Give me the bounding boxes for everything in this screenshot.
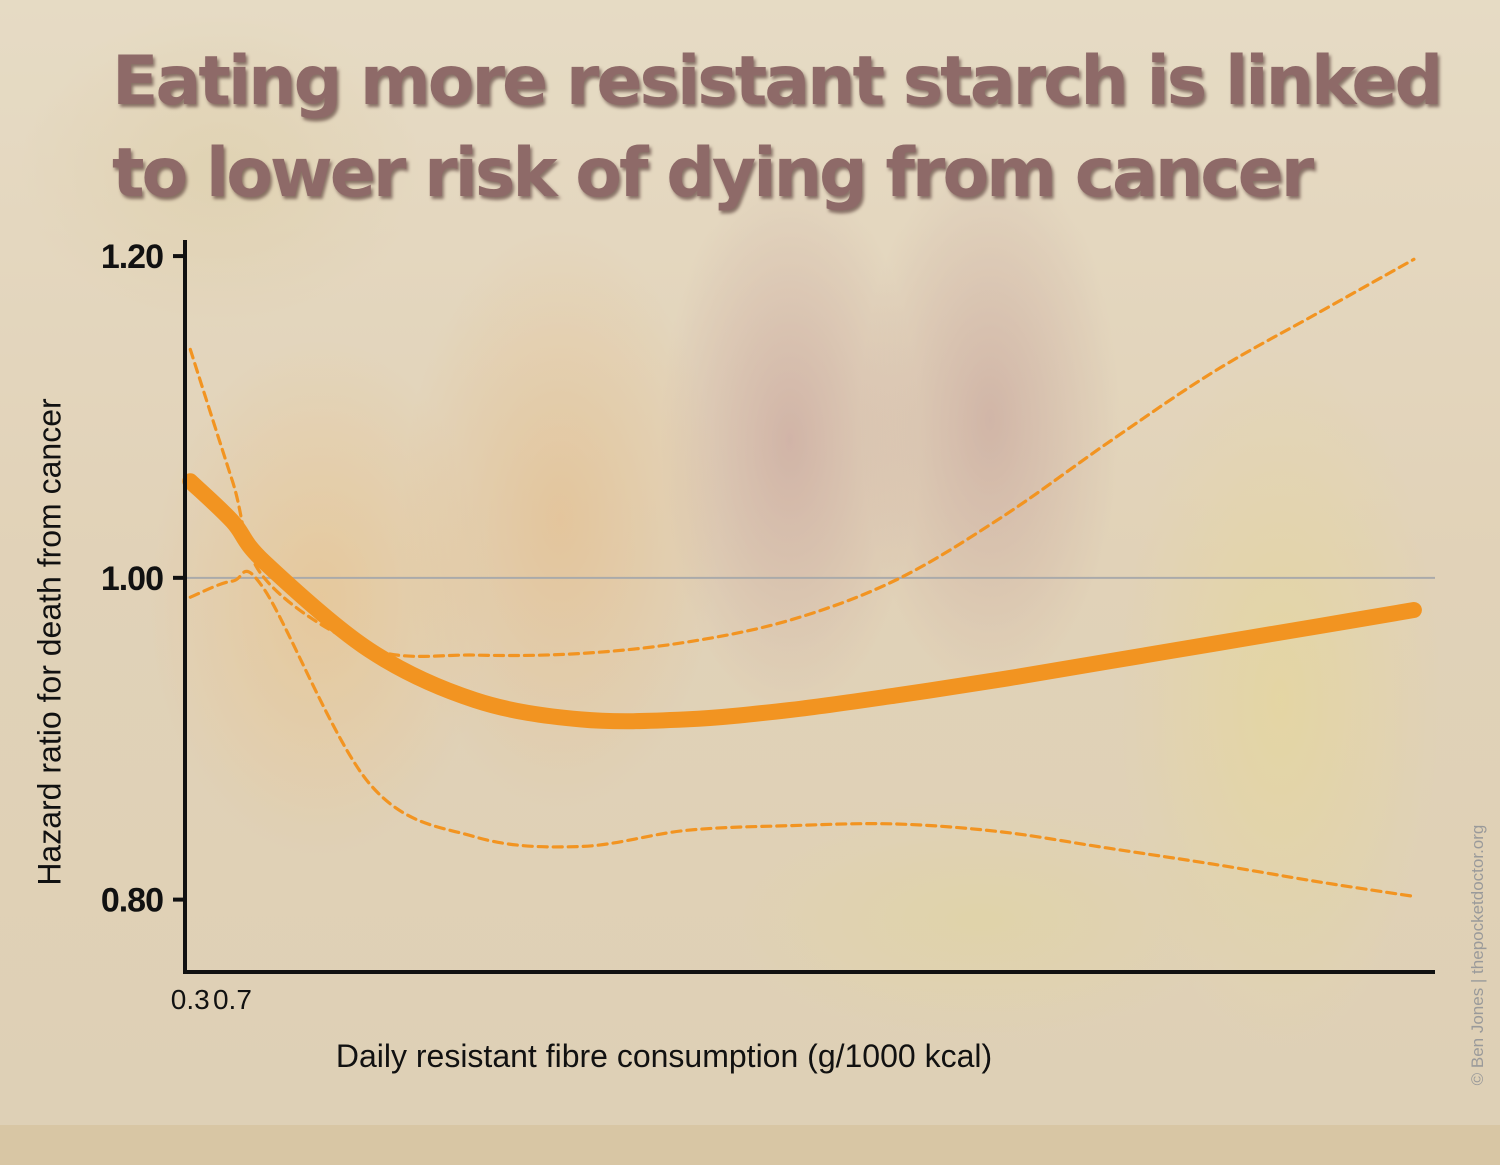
chart-plot: 0.80 1.00 1.20 0.3 0.7 <box>101 238 1435 1015</box>
chart-title-line-1: Eating more resistant starch is linked <box>112 42 1443 121</box>
chart-title-line-2: to lower risk of dying from cancer <box>112 134 1314 213</box>
y-tick-label: 1.20 <box>101 238 163 276</box>
y-axis-label: Hazard ratio for death from cancer <box>31 398 68 886</box>
y-tick-label: 1.00 <box>101 560 163 598</box>
credit-text: © Ben Jones | thepocketdoctor.org <box>1468 824 1487 1086</box>
chart-title: Eating more resistant starch is linked t… <box>112 36 1452 220</box>
hazard-ratio-line <box>182 473 1422 730</box>
y-tick-label: 0.80 <box>101 882 163 920</box>
x-tick-label: 0.3 <box>171 984 210 1015</box>
upper-ci-line <box>188 257 1416 658</box>
x-axis-ticks: 0.3 0.7 <box>171 984 252 1015</box>
series-layer <box>182 257 1422 898</box>
background-veil <box>0 0 1500 1125</box>
lower-ci-line <box>188 569 1416 898</box>
x-tick-label: 0.7 <box>213 984 252 1015</box>
background-photo <box>0 0 1500 1125</box>
y-axis-ticks: 0.80 1.00 1.20 <box>101 238 185 920</box>
x-axis-label: Daily resistant fibre consumption (g/100… <box>335 1038 993 1074</box>
